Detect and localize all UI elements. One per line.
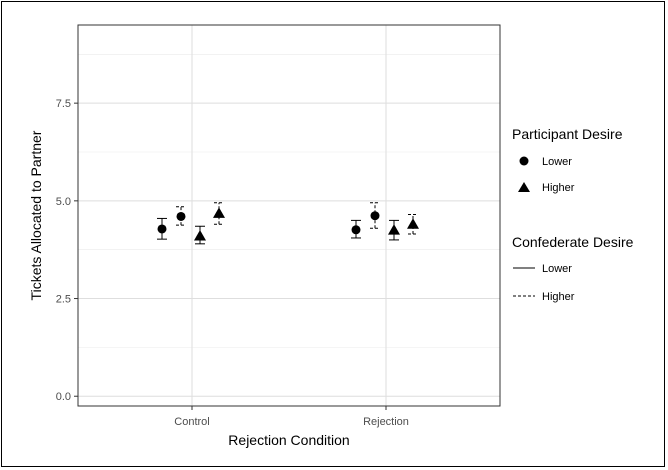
legend-participant-title: Participant Desire [512,126,623,142]
y-tick-label: 0.0 [56,391,71,403]
legend: Participant Desire Lower Higher Confeder… [512,126,634,303]
y-tick-label: 2.5 [56,294,71,306]
data-point-group [407,214,419,235]
grid-lines [77,24,501,407]
data-point-circle [370,211,380,221]
data-point-group [213,202,225,225]
data-point-group [176,206,186,226]
legend-participant-lower-label: Lower [542,156,572,168]
data-point-group [370,202,380,229]
data-point-circle [176,211,186,221]
legend-participant-higher-label: Higher [542,182,575,194]
y-tick-label: 7.5 [56,98,71,110]
data-point-group [157,217,167,240]
data-marks [157,202,419,245]
legend-confederate-higher-label: Higher [542,291,575,303]
data-point-triangle [194,230,206,241]
y-tick-label: 5.0 [56,196,71,208]
data-point-group [194,225,206,245]
x-tick-label: Rejection [363,416,409,428]
plot-panel [77,24,501,407]
data-point-group [351,219,361,239]
x-tick-label: Control [174,416,209,428]
data-point-circle [157,224,167,234]
data-point-group [388,219,400,241]
data-point-triangle [388,224,400,235]
legend-confederate-lower-label: Lower [542,263,572,275]
x-axis-ticks: Control Rejection [174,406,409,428]
data-point-triangle [407,218,419,229]
y-axis-title: Tickets Allocated to Partner [28,130,44,300]
legend-circle-key [519,156,529,166]
legend-triangle-key [518,182,530,192]
data-point-triangle [213,207,225,218]
panel-border [77,24,501,407]
y-axis-ticks: 0.0 2.5 5.0 7.5 [56,98,78,403]
legend-confederate-title: Confederate Desire [512,234,634,250]
x-axis-title: Rejection Condition [228,432,349,448]
data-point-circle [351,225,361,235]
